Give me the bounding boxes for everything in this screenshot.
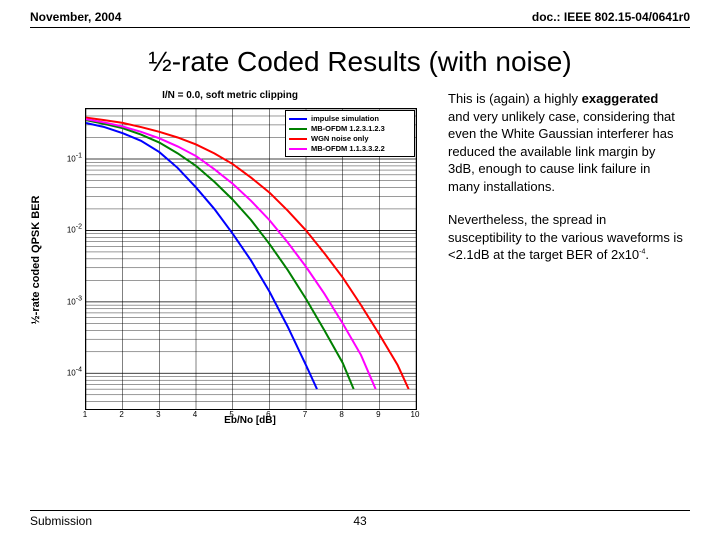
series-line xyxy=(86,120,354,389)
legend-swatch xyxy=(289,128,307,130)
legend-swatch xyxy=(289,138,307,140)
y-tick: 10-1 xyxy=(54,153,82,164)
x-tick: 3 xyxy=(148,410,168,419)
legend-item: MB-OFDM 1.1.3.3.2.2 xyxy=(289,144,411,153)
commentary-p2: Nevertheless, the spread in susceptibili… xyxy=(448,211,683,264)
slide-title: ½-rate Coded Results (with noise) xyxy=(30,46,690,78)
series-line xyxy=(86,119,376,389)
x-tick: 6 xyxy=(258,410,278,419)
series-line xyxy=(86,123,317,389)
x-tick: 1 xyxy=(75,410,95,419)
header-right: doc.: IEEE 802.15-04/0641r0 xyxy=(532,10,690,24)
commentary-p1: This is (again) a highly exaggerated and… xyxy=(448,90,683,195)
x-tick: 8 xyxy=(332,410,352,419)
legend-label: impulse simulation xyxy=(311,114,379,123)
x-tick: 4 xyxy=(185,410,205,419)
legend-item: WGN noise only xyxy=(289,134,411,143)
legend-label: MB-OFDM 1.2.3.1.2.3 xyxy=(311,124,385,133)
y-tick: 10-3 xyxy=(54,296,82,307)
legend-label: WGN noise only xyxy=(311,134,369,143)
x-tick: 5 xyxy=(222,410,242,419)
x-tick: 7 xyxy=(295,410,315,419)
y-axis-label: ½-rate coded QPSK BER xyxy=(30,196,42,325)
legend: impulse simulationMB-OFDM 1.2.3.1.2.3WGN… xyxy=(285,110,415,157)
legend-item: MB-OFDM 1.2.3.1.2.3 xyxy=(289,124,411,133)
x-axis-label: Eb/No [dB] xyxy=(85,415,415,426)
x-tick: 10 xyxy=(405,410,425,419)
ber-chart: I/N = 0.0, soft metric clipping ½-rate c… xyxy=(30,90,430,440)
x-tick: 2 xyxy=(112,410,132,419)
y-tick: 10-4 xyxy=(54,367,82,378)
x-tick: 9 xyxy=(368,410,388,419)
chart-title: I/N = 0.0, soft metric clipping xyxy=(30,90,430,101)
y-tick: 10-2 xyxy=(54,224,82,235)
header: November, 2004 doc.: IEEE 802.15-04/0641… xyxy=(30,10,690,28)
footer: Submission 43 xyxy=(30,510,690,528)
legend-swatch xyxy=(289,118,307,120)
footer-page: 43 xyxy=(30,514,690,528)
commentary: This is (again) a highly exaggerated and… xyxy=(448,90,683,280)
header-left: November, 2004 xyxy=(30,10,121,24)
legend-item: impulse simulation xyxy=(289,114,411,123)
legend-swatch xyxy=(289,148,307,150)
legend-label: MB-OFDM 1.1.3.3.2.2 xyxy=(311,144,385,153)
